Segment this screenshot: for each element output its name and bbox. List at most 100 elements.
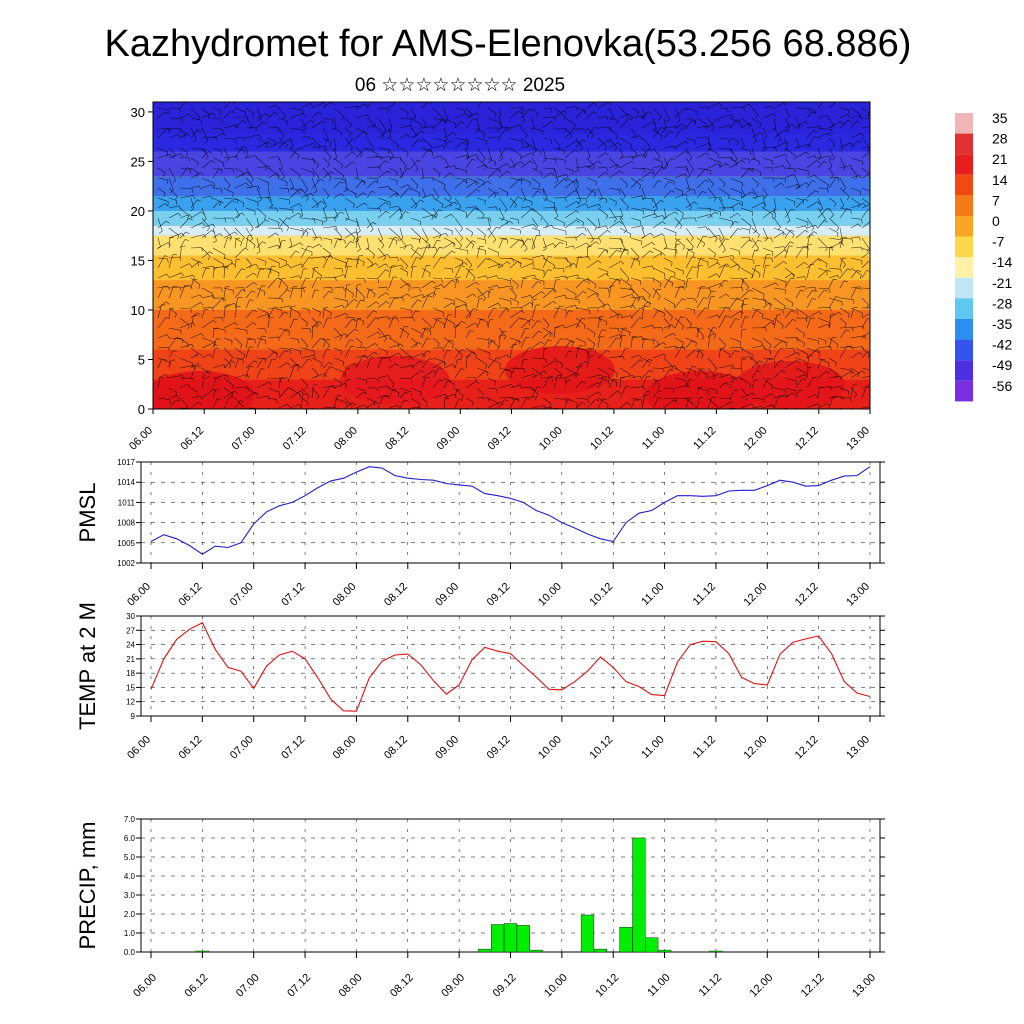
wind-barb [696, 257, 701, 269]
wind-barb [850, 121, 857, 129]
wind-barb [795, 143, 809, 149]
wind-barb-flag [197, 312, 201, 316]
wind-barb-flag [387, 170, 391, 174]
wind-barb-flag [163, 415, 165, 419]
wind-barb [685, 379, 690, 389]
wind-barb [718, 265, 725, 279]
wind-barb [850, 217, 862, 220]
wind-barb-flag [297, 367, 300, 372]
wind-barb [751, 167, 762, 173]
wind-barb-flag [875, 406, 877, 410]
wind-barb [575, 242, 587, 249]
wind-barb-flag [286, 227, 290, 232]
wind-barb-flag [455, 306, 460, 308]
wind-barb [531, 304, 537, 319]
wind-barb-flag [845, 329, 850, 332]
wind-barb-flag [406, 272, 409, 277]
wind-barb [652, 247, 662, 253]
wind-barb [861, 147, 870, 149]
wind-barb [311, 267, 323, 277]
wind-barb-flag [742, 304, 747, 306]
wind-barb-flag [267, 141, 272, 145]
wind-barb [751, 202, 764, 209]
wind-barb-flag [379, 239, 383, 242]
wind-barb [454, 297, 467, 304]
wind-barb [520, 238, 528, 249]
x-tick-label: 06.00 [131, 972, 159, 1000]
wind-barb [784, 157, 791, 167]
wind-barb [278, 403, 288, 409]
wind-barb-flag [583, 279, 588, 283]
wind-barb [542, 332, 550, 339]
wind-barb-flag [554, 117, 557, 122]
wind-barb-flag [190, 308, 192, 313]
wind-barb-flag [564, 128, 567, 133]
wind-barb-flag [615, 382, 618, 387]
wind-barb-flag [172, 350, 177, 352]
wind-barb [564, 127, 573, 135]
wind-barb [619, 147, 624, 157]
wind-barb [608, 157, 618, 166]
wind-barb [278, 167, 286, 177]
wind-barb [421, 149, 429, 159]
wind-barb-flag [851, 370, 855, 375]
wind-barb-flag [658, 397, 663, 399]
wind-barb [487, 206, 497, 209]
wind-barb [586, 374, 601, 379]
wind-barb [355, 404, 366, 409]
wind-barb-flag [749, 225, 752, 230]
wind-barb-flag [253, 309, 258, 312]
x-tick-label: 10.00 [536, 734, 564, 762]
wind-barb [718, 293, 727, 299]
wind-barb [399, 107, 409, 114]
wind-barb-flag [375, 99, 379, 101]
wind-barb-flag [661, 127, 666, 130]
wind-barb [234, 120, 243, 129]
wind-barb-flag [749, 385, 752, 390]
wind-barb [674, 187, 683, 192]
wind-barb [619, 305, 634, 309]
wind-barb [553, 110, 564, 119]
wind-barb [674, 108, 685, 119]
wind-barb [168, 187, 178, 197]
wind-barb [344, 287, 354, 295]
wind-barb [311, 145, 326, 149]
wind-barb [553, 327, 556, 339]
wind-barb [652, 310, 658, 319]
x-tick-label: 09.00 [434, 425, 462, 453]
wind-barb [278, 350, 285, 359]
wind-barb [399, 188, 409, 199]
wind-barb-flag [266, 113, 270, 117]
wind-barb [476, 197, 486, 201]
wind-barb [608, 215, 621, 219]
wind-barb [806, 347, 820, 354]
wind-barb-flag [313, 237, 317, 241]
wind-barb-flag [748, 236, 751, 241]
wind-barb [487, 307, 494, 319]
wind-barb-flag [231, 200, 236, 203]
wind-barb [432, 317, 446, 325]
wind-barb [344, 138, 353, 149]
wind-barb [256, 177, 269, 183]
wind-barb [762, 282, 777, 289]
wind-barb [773, 127, 782, 140]
colorbar-label: 28 [992, 131, 1008, 147]
wind-barb [465, 307, 472, 315]
wind-barb [454, 107, 465, 111]
wind-barb [828, 102, 837, 109]
wind-barb-flag [620, 261, 625, 265]
wind-barb [575, 157, 579, 171]
wind-barb [718, 337, 726, 346]
wind-barb-flag [717, 154, 719, 159]
wind-barb-flag [207, 227, 210, 231]
wind-barb-flag [782, 165, 786, 170]
wind-barb [344, 258, 349, 269]
wind-barb [498, 147, 504, 159]
precip-bar [580, 914, 595, 953]
wind-barb [740, 329, 743, 339]
wind-barb [410, 299, 419, 309]
wind-barb [355, 387, 366, 391]
wind-barb-flag [620, 377, 625, 379]
wind-barb-flag [304, 189, 308, 193]
wind-barb [432, 284, 442, 289]
